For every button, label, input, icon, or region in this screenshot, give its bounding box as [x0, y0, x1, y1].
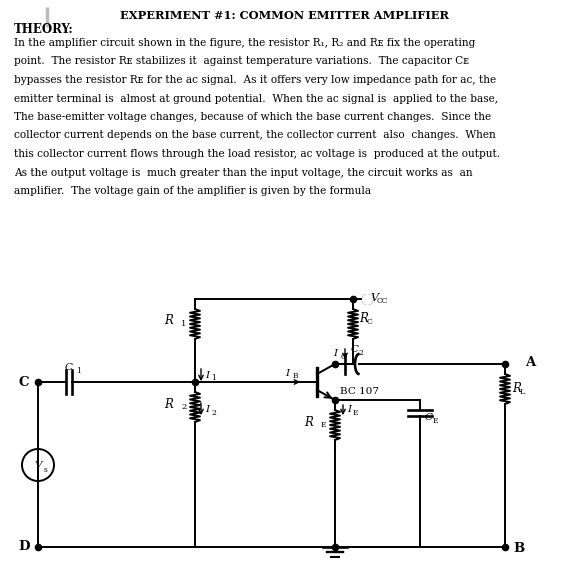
Text: In the amplifier circuit shown in the figure, the resistor R₁, R₂ and Rᴇ fix the: In the amplifier circuit shown in the fi… [14, 38, 475, 48]
Text: V: V [370, 293, 378, 303]
Text: C: C [341, 353, 346, 361]
Text: R: R [512, 383, 521, 395]
Text: I: I [333, 350, 337, 358]
Text: V: V [34, 460, 42, 470]
Text: I: I [285, 369, 289, 377]
Text: E: E [353, 409, 358, 417]
Text: 2: 2 [211, 409, 216, 417]
Text: 2: 2 [181, 403, 186, 411]
Text: A: A [525, 357, 535, 369]
Text: 1: 1 [211, 374, 216, 382]
Text: THEORY:: THEORY: [14, 23, 74, 36]
Text: C: C [425, 414, 433, 422]
Text: R: R [304, 415, 313, 429]
Text: B: B [513, 542, 525, 556]
Text: D: D [18, 541, 30, 553]
Text: R: R [164, 314, 173, 328]
Text: point.  The resistor Rᴇ stabilizes it  against temperature variations.  The capa: point. The resistor Rᴇ stabilizes it aga… [14, 57, 469, 66]
Text: BC 107: BC 107 [340, 387, 379, 396]
Text: 2: 2 [358, 349, 363, 357]
Text: I: I [205, 370, 209, 380]
Text: As the output voltage is  much greater than the input voltage, the circuit works: As the output voltage is much greater th… [14, 167, 473, 178]
Text: 1: 1 [181, 320, 186, 328]
Text: collector current depends on the base current, the collector current  also  chan: collector current depends on the base cu… [14, 130, 496, 141]
Text: C: C [65, 364, 73, 373]
Text: C: C [19, 376, 29, 388]
Text: R: R [164, 398, 173, 410]
Text: 1: 1 [76, 367, 81, 375]
Text: CC: CC [377, 297, 389, 305]
Text: B: B [293, 372, 299, 380]
Text: amplifier.  The voltage gain of the amplifier is given by the formula: amplifier. The voltage gain of the ampli… [14, 186, 371, 196]
Text: I: I [347, 406, 351, 414]
Text: EXPERIMENT #1: COMMON EMITTER AMPLIFIER: EXPERIMENT #1: COMMON EMITTER AMPLIFIER [119, 10, 449, 21]
Text: The base-emitter voltage changes, because of which the base current changes.  Si: The base-emitter voltage changes, becaus… [14, 112, 491, 122]
Text: s: s [44, 466, 48, 474]
Text: E: E [321, 421, 327, 429]
Text: this collector current flows through the load resistor, ac voltage is  produced : this collector current flows through the… [14, 149, 500, 159]
Text: E: E [433, 417, 438, 425]
Text: C: C [367, 318, 373, 326]
Text: L: L [520, 388, 525, 396]
Text: R: R [359, 313, 368, 325]
Text: I: I [205, 406, 209, 414]
Text: bypasses the resistor Rᴇ for the ac signal.  As it offers very low impedance pat: bypasses the resistor Rᴇ for the ac sign… [14, 75, 496, 85]
Text: C: C [351, 346, 359, 354]
Text: emitter terminal is  almost at ground potential.  When the ac signal is  applied: emitter terminal is almost at ground pot… [14, 93, 498, 103]
